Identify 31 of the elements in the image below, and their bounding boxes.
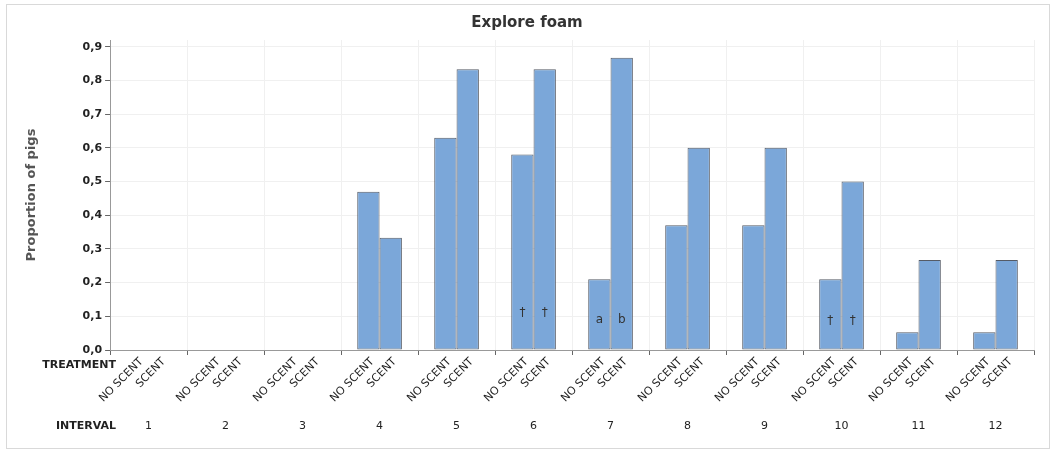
- x-tick-label: 8: [684, 418, 692, 432]
- y-tick-label: 0,2: [82, 275, 103, 289]
- x-tick-label: 1: [145, 418, 153, 432]
- x-tick-label: 5: [453, 418, 461, 432]
- x-tick-label: 12: [988, 418, 1003, 432]
- annotation: †: [541, 305, 548, 320]
- y-tick-label: 0,1: [82, 309, 103, 323]
- y-tick-label: 0,5: [82, 174, 103, 188]
- y-tick-label: 0,7: [82, 106, 103, 120]
- annotation: †: [519, 305, 526, 320]
- chart-title: Explore foam: [471, 12, 583, 31]
- x-tick-label: 6: [530, 418, 538, 432]
- y-tick-label: 0,3: [82, 241, 103, 255]
- x-tick-label: 9: [761, 418, 769, 432]
- annotation: †: [849, 313, 856, 328]
- y-tick-label: 0,6: [82, 140, 103, 154]
- y-axis-title: Proportion of pigs: [23, 128, 39, 262]
- y-tick-label: 0,4: [82, 208, 103, 222]
- annotation: a: [595, 311, 604, 326]
- y-tick-label: 0,9: [82, 39, 103, 53]
- x-tick-label: 2: [222, 418, 230, 432]
- x-tick-label: 3: [299, 418, 307, 432]
- annotation: †: [827, 313, 834, 328]
- y-tick-label: 0,8: [82, 73, 103, 87]
- x-axis-title: INTERVAL: [55, 418, 116, 432]
- y-tick-label: 0,0: [82, 342, 103, 356]
- x-tick-label: 11: [911, 418, 926, 432]
- x-tick-label: 7: [607, 418, 615, 432]
- annotation: b: [617, 311, 626, 326]
- x-tick-label: 4: [376, 418, 384, 432]
- x-tick-label: 10: [834, 418, 849, 432]
